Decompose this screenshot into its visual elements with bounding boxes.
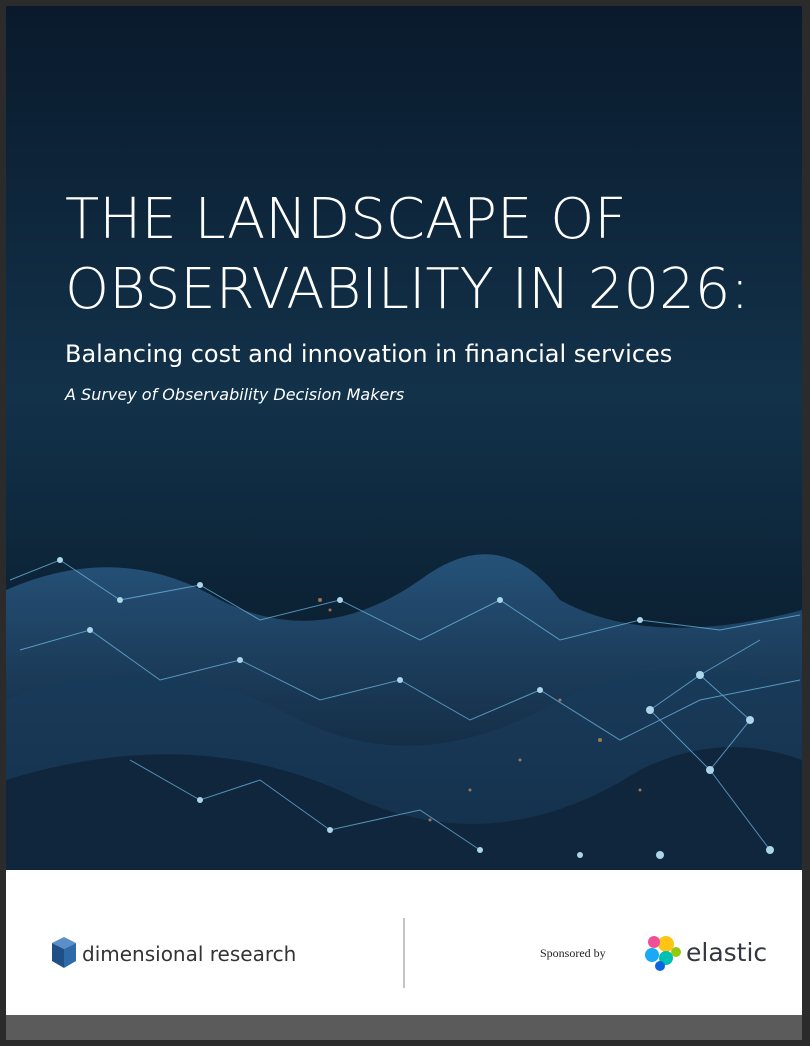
title-line: THE LANDSCAPE OF bbox=[65, 187, 627, 252]
sponsor-name: elastic bbox=[686, 938, 767, 967]
footer-bar bbox=[6, 1015, 802, 1040]
landscape-art bbox=[6, 554, 802, 870]
title-line: OBSERVABILITY IN 2026: bbox=[65, 257, 749, 322]
tagline: A Survey of Observability Decision Maker… bbox=[64, 385, 404, 404]
sponsor-logo bbox=[645, 936, 681, 971]
publisher-logo bbox=[52, 937, 76, 968]
publisher-name: dimensional research bbox=[82, 942, 296, 966]
sponsored-label: Sponsored by bbox=[540, 946, 606, 960]
subtitle: Balancing cost and innovation in financi… bbox=[65, 340, 672, 368]
